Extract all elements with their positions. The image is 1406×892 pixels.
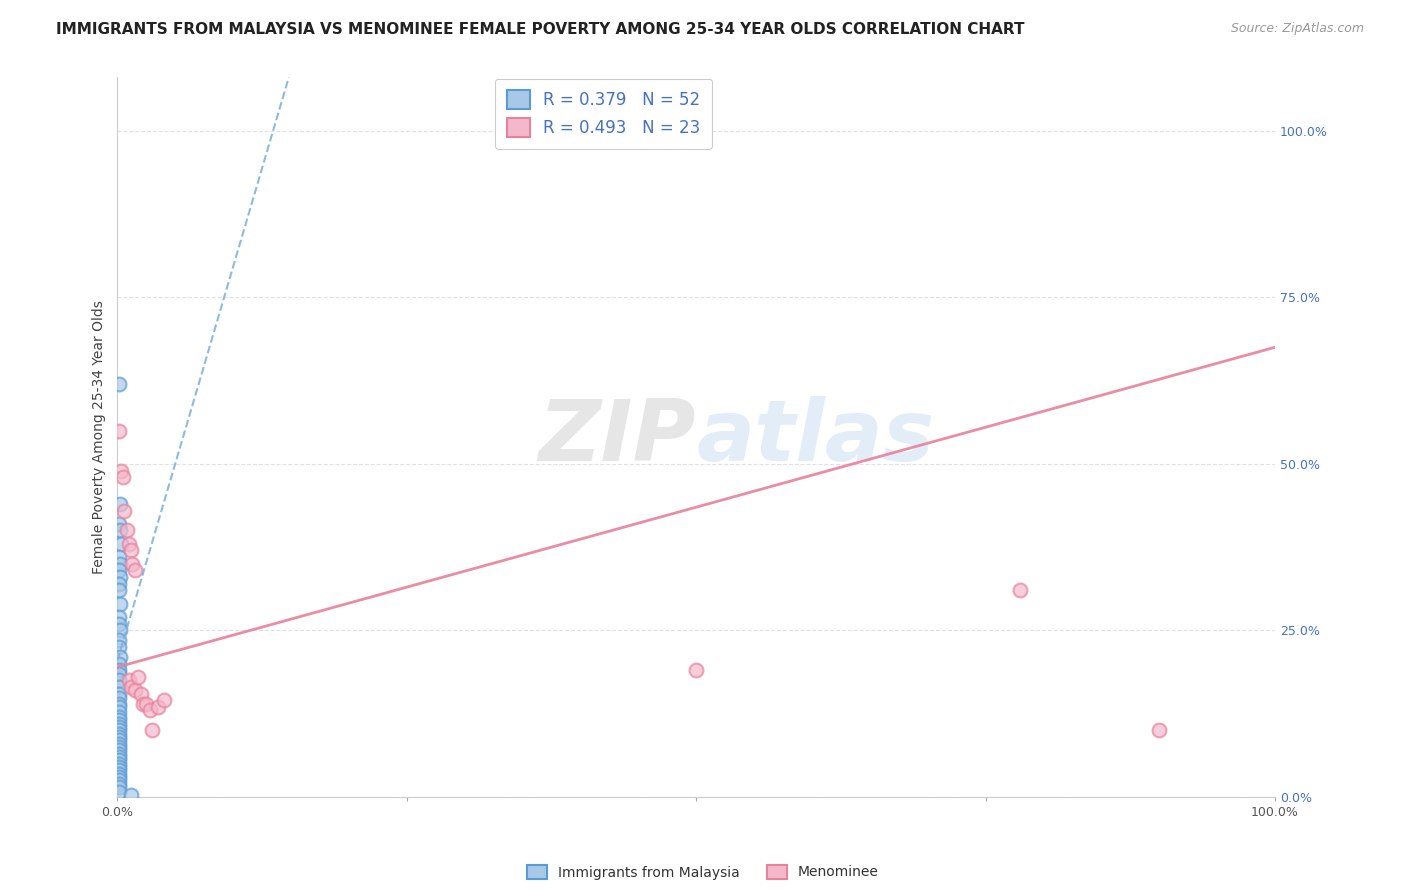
- Point: [152, 693, 174, 707]
- Point: [107, 666, 129, 681]
- Point: [107, 780, 129, 794]
- Text: ZIP: ZIP: [538, 396, 696, 479]
- Point: [107, 743, 129, 757]
- Point: [107, 673, 129, 688]
- Point: [124, 564, 146, 578]
- Point: [107, 697, 129, 711]
- Point: [110, 537, 132, 551]
- Text: IMMIGRANTS FROM MALAYSIA VS MENOMINEE FEMALE POVERTY AMONG 25-34 YEAR OLDS CORRE: IMMIGRANTS FROM MALAYSIA VS MENOMINEE FE…: [56, 22, 1025, 37]
- Point: [107, 376, 129, 391]
- Point: [107, 730, 129, 744]
- Point: [107, 680, 129, 694]
- Point: [107, 747, 129, 761]
- Point: [139, 703, 162, 717]
- Point: [107, 705, 129, 719]
- Text: atlas: atlas: [696, 396, 935, 479]
- Point: [107, 766, 129, 780]
- Point: [107, 720, 129, 734]
- Point: [107, 657, 129, 671]
- Point: [108, 570, 131, 584]
- Point: [108, 624, 131, 638]
- Point: [146, 700, 169, 714]
- Point: [107, 739, 129, 754]
- Point: [107, 691, 129, 706]
- Point: [107, 424, 129, 438]
- Point: [135, 697, 157, 711]
- Point: [121, 557, 143, 571]
- Point: [120, 788, 142, 802]
- Point: [107, 714, 129, 728]
- Point: [685, 664, 707, 678]
- Point: [107, 756, 129, 771]
- Point: [108, 597, 131, 611]
- Point: [127, 670, 149, 684]
- Point: [107, 564, 129, 578]
- Point: [112, 470, 135, 484]
- Point: [112, 503, 135, 517]
- Text: Source: ZipAtlas.com: Source: ZipAtlas.com: [1230, 22, 1364, 36]
- Point: [132, 697, 155, 711]
- Point: [1147, 723, 1170, 738]
- Point: [107, 753, 129, 767]
- Y-axis label: Female Poverty Among 25-34 Year Olds: Female Poverty Among 25-34 Year Olds: [93, 301, 107, 574]
- Point: [107, 727, 129, 741]
- Point: [107, 733, 129, 747]
- Point: [124, 683, 146, 698]
- Point: [107, 737, 129, 751]
- Point: [107, 633, 129, 648]
- Point: [118, 537, 141, 551]
- Point: [108, 557, 131, 571]
- Point: [118, 673, 141, 688]
- Point: [107, 770, 129, 784]
- Point: [107, 773, 129, 788]
- Point: [107, 576, 129, 591]
- Point: [107, 716, 129, 731]
- Point: [107, 785, 129, 799]
- Point: [141, 723, 163, 738]
- Point: [108, 650, 131, 665]
- Point: [107, 610, 129, 624]
- Point: [107, 640, 129, 654]
- Point: [110, 463, 132, 477]
- Point: [108, 524, 131, 538]
- Point: [107, 664, 129, 678]
- Point: [107, 750, 129, 764]
- Legend: Immigrants from Malaysia, Menominee: Immigrants from Malaysia, Menominee: [522, 859, 884, 885]
- Point: [107, 550, 129, 565]
- Point: [107, 710, 129, 724]
- Point: [107, 687, 129, 701]
- Point: [107, 723, 129, 738]
- Point: [120, 680, 142, 694]
- Point: [107, 700, 129, 714]
- Point: [115, 524, 138, 538]
- Point: [108, 497, 131, 511]
- Point: [120, 543, 142, 558]
- Point: [129, 687, 152, 701]
- Point: [107, 583, 129, 598]
- Point: [1010, 583, 1032, 598]
- Point: [107, 777, 129, 791]
- Point: [107, 516, 129, 531]
- Point: [107, 616, 129, 631]
- Point: [107, 760, 129, 774]
- Legend: R = 0.379   N = 52, R = 0.493   N = 23: R = 0.379 N = 52, R = 0.493 N = 23: [495, 78, 713, 149]
- Point: [107, 764, 129, 778]
